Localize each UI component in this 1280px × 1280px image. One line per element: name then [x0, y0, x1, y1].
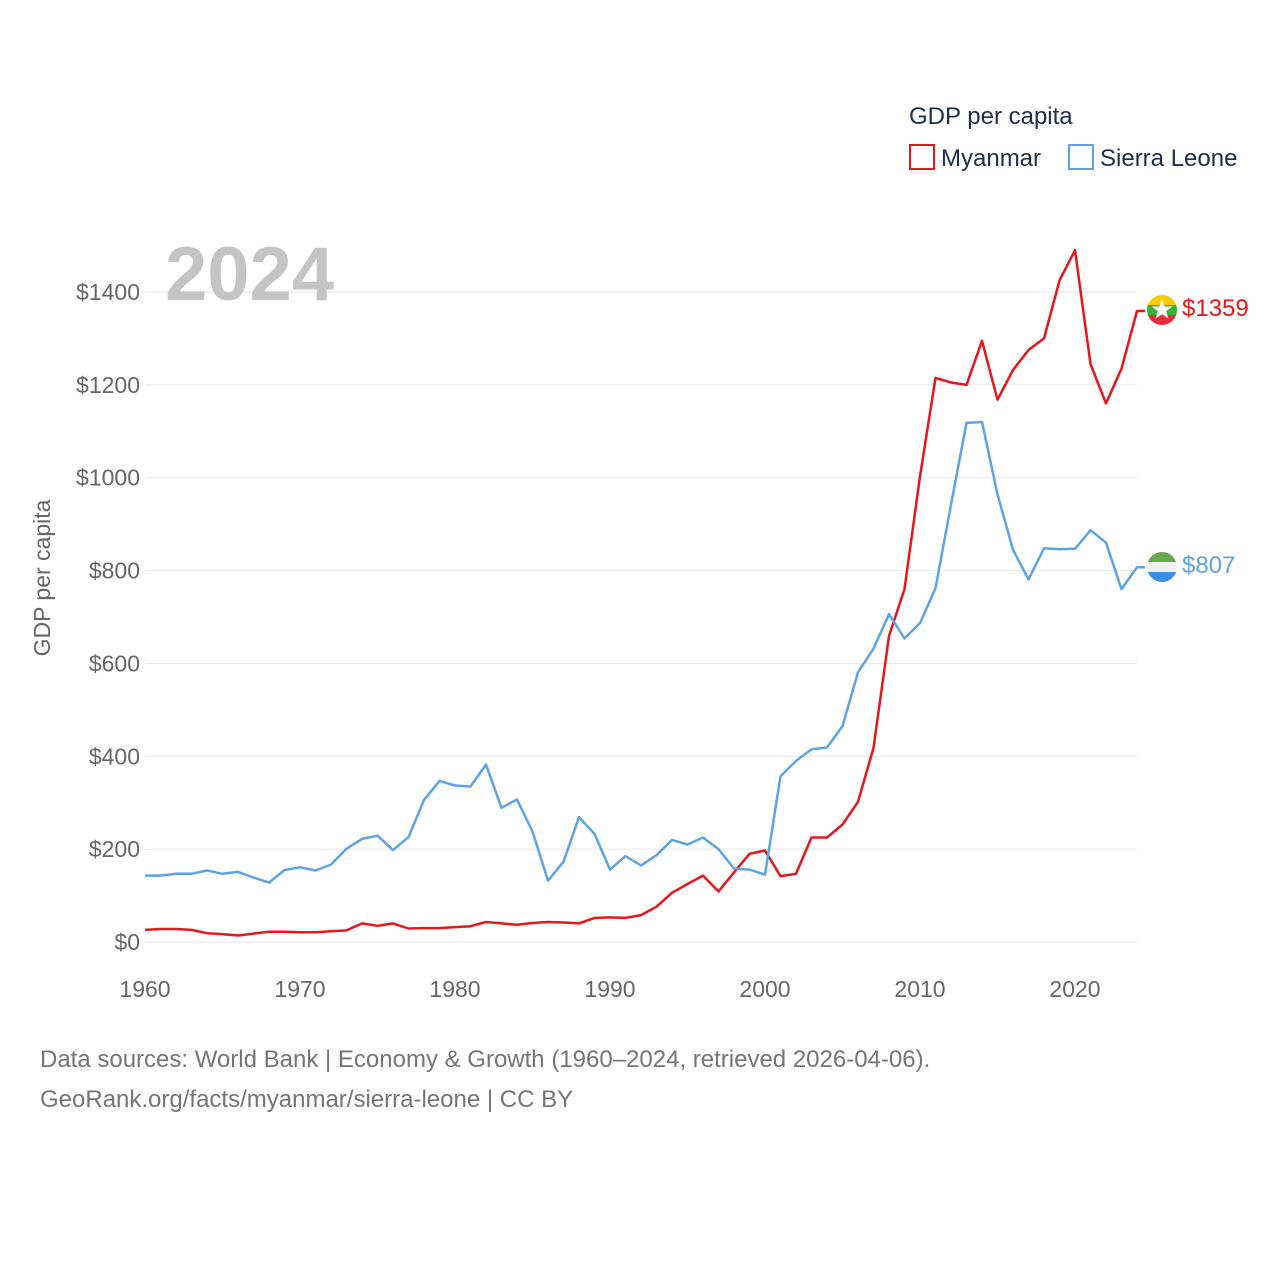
- y-tick-label: $200: [89, 836, 140, 862]
- series-lines: [144, 248, 1145, 937]
- legend: GDP per capita Myanmar Sierra Leone: [909, 103, 1237, 172]
- myanmar-flag-icon: [1147, 295, 1177, 325]
- x-tick-label: 2010: [894, 976, 945, 1002]
- y-tick-label: $1000: [76, 465, 140, 491]
- source-line-2: GeoRank.org/facts/myanmar/sierra-leone |…: [40, 1086, 574, 1113]
- y-tick-label: $0: [114, 929, 140, 955]
- y-axis-title: GDP per capita: [29, 499, 55, 656]
- year-label: 2024: [165, 232, 334, 317]
- x-tick-label: 1980: [429, 976, 480, 1002]
- y-tick-label: $1400: [76, 279, 140, 305]
- grid-lines: [145, 291, 1137, 943]
- y-tick-label: $600: [89, 650, 140, 676]
- y-tick-label: $1200: [76, 372, 140, 398]
- sierra-leone-flag-icon: [1147, 552, 1177, 582]
- legend-label-myanmar: Myanmar: [941, 145, 1041, 172]
- x-tick-label: 2020: [1049, 976, 1100, 1002]
- y-tick-label: $400: [89, 743, 140, 769]
- sierra-leone-end-value: $807: [1182, 552, 1235, 579]
- y-axis-ticks: $0 $200 $400 $600 $800 $1000 $1200 $1400: [76, 279, 140, 955]
- legend-title: GDP per capita: [909, 103, 1073, 130]
- source-line-1: Data sources: World Bank | Economy & Gro…: [40, 1046, 931, 1073]
- legend-swatch-sierra-leone: [1068, 144, 1094, 170]
- x-tick-label: 1990: [584, 976, 635, 1002]
- legend-label-sierra-leone: Sierra Leone: [1100, 145, 1237, 172]
- x-tick-label: 1960: [119, 976, 170, 1002]
- x-tick-label: 1970: [274, 976, 325, 1002]
- source-note: Data sources: World Bank | Economy & Gro…: [40, 1040, 930, 1120]
- series-line-sierra-leone: [145, 420, 1145, 884]
- legend-swatch-myanmar: [909, 144, 935, 170]
- myanmar-end-value: $1359: [1182, 295, 1249, 322]
- x-tick-label: 2000: [739, 976, 790, 1002]
- y-tick-label: $800: [89, 558, 140, 584]
- series-line-myanmar: [144, 248, 1145, 937]
- x-axis-ticks: 1960 1970 1980 1990 2000 2010 2020: [119, 976, 1100, 1002]
